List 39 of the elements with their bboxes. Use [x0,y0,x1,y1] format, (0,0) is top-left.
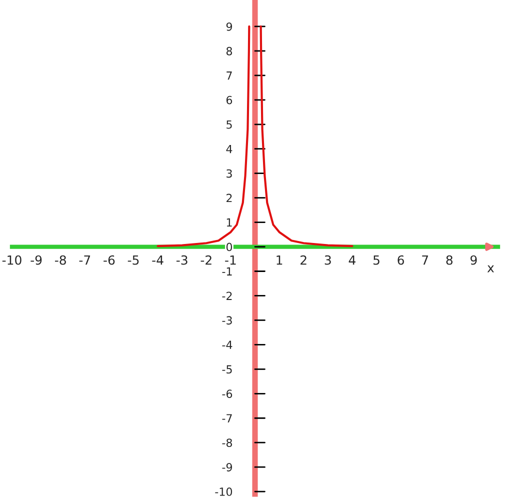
y-tick-label: -7 [222,414,232,422]
y-tick-label: -9 [222,463,232,472]
y-tick-label: 8 [226,46,232,56]
x-tick-label: 4 [348,255,356,265]
x-tick-label: -6 [104,255,115,265]
y-tick-label: -10 [215,488,232,496]
x-tick-label: 5 [373,255,380,265]
y-tick-label: 5 [226,120,232,129]
x-tick-label: -3 [176,255,188,265]
x-tick-label: -5 [128,255,139,265]
y-tick-label: -8 [222,438,232,447]
x-tick-label: 8 [446,255,453,265]
y-tick-label: -5 [222,365,232,374]
y-tick-label: 3 [226,169,232,178]
x-tick-label: -2 [200,255,212,265]
y-tick-label: -6 [222,390,232,398]
y-tick-label: 4 [226,144,232,154]
x-tick-label: 7 [422,255,428,265]
x-tick-label: -4 [152,255,164,265]
y-tick-label: 0 [226,242,232,252]
y-tick-label: 7 [226,72,232,80]
y-tick-label: 1 [226,218,232,227]
x-tick-label: 1 [276,255,282,265]
x-tick-label: 2 [300,255,306,265]
y-tick-label: 2 [226,194,232,202]
x-tick-label: -10 [2,255,22,265]
y-tick-label: 9 [226,22,232,31]
x-tick-label: -8 [54,255,66,265]
x-tick-label: 3 [324,255,331,265]
y-tick-label: -4 [222,340,232,349]
y-tick-label: -2 [222,292,232,300]
y-tick-label: -3 [222,316,232,325]
y-tick-label: -1 [222,267,232,276]
x-tick-label: -7 [79,255,90,265]
x-tick-label: 6 [398,255,404,265]
x-tick-label: -9 [30,255,42,265]
x-tick-label: 9 [470,255,477,265]
y-tick-label: 6 [226,96,232,104]
x-axis-title: x [487,265,494,272]
